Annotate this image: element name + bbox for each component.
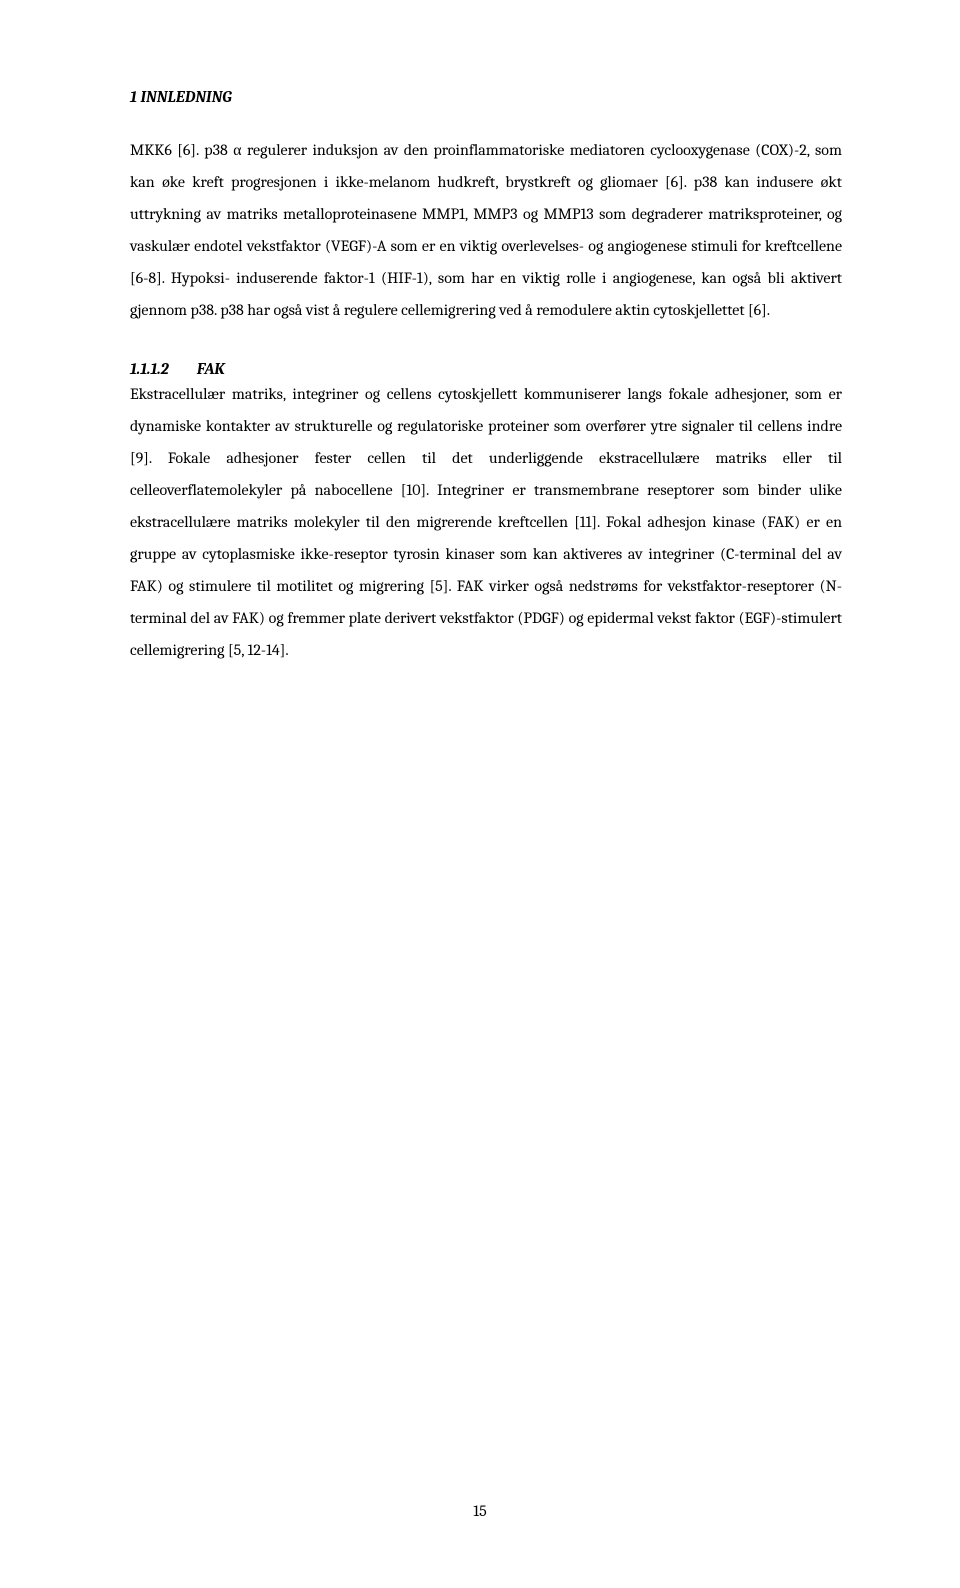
paragraph-1: MKK6 [6]. p38 α regulerer induksjon av d…	[130, 134, 842, 326]
running-header: 1 INNLEDNING	[130, 88, 842, 106]
page-number: 15	[0, 1502, 960, 1520]
page-content: 1 INNLEDNING MKK6 [6]. p38 α regulerer i…	[0, 0, 960, 666]
paragraph-2: Ekstracellulær matriks, integriner og ce…	[130, 378, 842, 666]
subheading-fak: 1.1.1.2 FAK	[130, 360, 842, 378]
subheading-title: FAK	[197, 360, 225, 378]
subheading-number: 1.1.1.2	[130, 360, 169, 378]
